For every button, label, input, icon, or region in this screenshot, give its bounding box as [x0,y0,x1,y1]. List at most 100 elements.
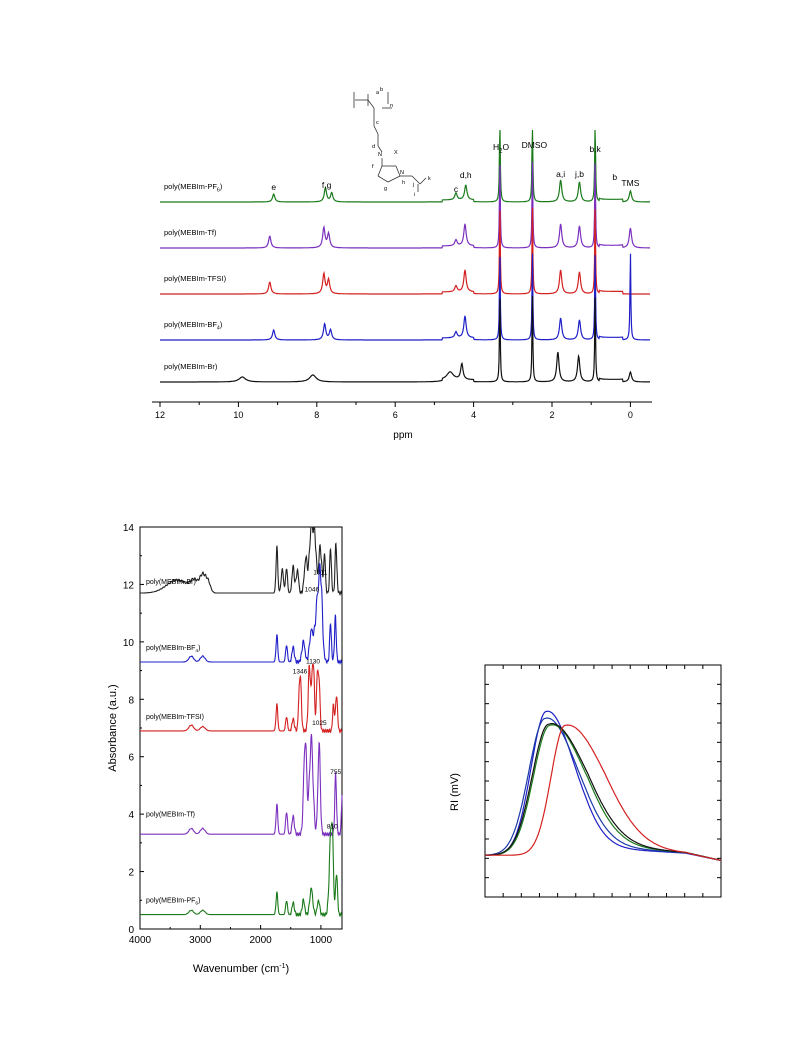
structure-bond [377,145,383,153]
structure-bond [419,177,427,185]
structure-bond [395,165,401,177]
structure-label: N [400,170,404,176]
structure-label: i [414,192,415,198]
nmr-peak-annotation: DMSO [522,140,548,150]
nmr-series-label-main: poly(MEBIm-Br) [164,362,218,371]
nmr-x-tick-label: 12 [155,410,165,420]
ftir-spectrum-line [140,563,343,665]
structure-bond [387,175,401,183]
nmr-peak-annotation: a,i [556,169,565,179]
nmr-peak-annotation-main: DMSO [522,140,548,150]
monomer-structure-diagram: a b n c d f g h ij k N N X [353,87,431,198]
ftir-spectrum-line [140,663,343,734]
nmr-x-tick-label: 8 [314,410,319,420]
ftir-peak-annotation: 810 [327,824,338,831]
structure-label: a [376,90,380,96]
nmr-x-tick-label: 4 [471,410,476,420]
structure-bond [411,175,421,185]
gpc-y-axis-label: RI (mV) [449,773,461,811]
nmr-peak-annotation-end: O [502,142,509,152]
nmr-spectrum-line [160,129,650,203]
ftir-x-tick-label: 1000 [310,935,333,946]
nmr-spectrum-line [160,207,650,295]
ftir-x-axis-label: Wavenumber (cm-1) [193,963,289,975]
structure-bond [373,125,379,135]
structure-label: j [412,182,414,188]
ftir-peak-annotation: 1046 [305,587,320,594]
nmr-spectrum-line [160,295,650,383]
nmr-peak-annotation-main: d,h [460,170,472,180]
structure-label: c [376,120,379,126]
nmr-series-label: poly(MEBIm-TFSI) [164,274,227,283]
nmr-peak-annotation-main: a,i [556,169,565,179]
nmr-peak-annotation: c [454,184,459,194]
gpc-trace-line [485,710,722,862]
ftir-series-label-sub: 6 [195,901,198,907]
nmr-spectrum-line [160,161,650,249]
ftir-peak-annotation: 1025 [312,720,327,727]
nmr-peak-annotation-main: c [454,184,459,194]
ftir-series-label: poly(MEBIm-PF6) [146,898,200,907]
ftir-x-axis-label-sup: -1 [279,963,285,970]
ftir-peak-annotation: 1011 [313,569,327,576]
structure-label: d [372,144,375,150]
nmr-series-label-main: poly(MEBIm-BF [164,320,217,329]
ftir-x-axis-label-end: ) [285,963,289,975]
gpc-trace-line [485,724,722,861]
structure-bond [377,165,383,177]
nmr-series-label-sub: 4 [217,325,220,331]
ftir-series-label: poly(MEBIm-Br) [146,579,196,586]
nmr-series-label: poly(MEBIm-BF4) [164,320,223,331]
nmr-peak-annotation: f,g [322,180,332,190]
gpc-trace-line [484,717,722,862]
nmr-peak-annotation-main: j,b [574,169,584,179]
ftir-y-tick-label: 10 [123,638,135,649]
nmr-peak-annotation: j,b [574,169,584,179]
ftir-series-label-sub: 4 [195,648,198,654]
ftir-series-label-main: poly(MEBIm-PF [146,898,195,905]
nmr-series-label: poly(MEBIm-Br) [164,362,218,371]
ftir-spectrum-line [140,821,343,918]
ftir-spectra-chart: poly(MEBIm-Br) poly(MEBIm-BF4) poly(MEBIm-… [107,523,343,975]
structure-label: f [372,164,374,170]
ftir-peak-annotation: 755 [330,769,341,776]
nmr-x-tick-label: 6 [393,410,398,420]
gpc-trace-chart: RI (mV) [449,664,722,898]
structure-label: N [378,152,382,158]
nmr-peak-annotation-main: f,g [322,180,332,190]
nmr-peak-annotation-main: H [493,142,499,152]
gpc-trace-line [484,723,722,862]
nmr-series-label: poly(MEBIm-Tf) [164,228,217,237]
ftir-series-label-end: ) [198,898,200,905]
ftir-peak-annotation: 1130 [306,658,320,665]
structure-label: g [384,186,387,192]
ftir-x-axis-label-main: Wavenumber (cm [193,963,279,975]
ftir-series-label: poly(MEBIm-TFSI) [146,714,204,721]
ftir-x-tick-label: 3000 [189,935,212,946]
nmr-x-tick-label: 0 [628,410,633,420]
gpc-plot-frame [484,664,722,898]
nmr-x-axis-label: ppm [393,430,412,441]
nmr-peak-annotation-main: b [612,172,617,182]
nmr-spectrum-line [160,253,650,341]
structure-label: h [402,180,405,186]
ftir-series-label: poly(MEBIm-BF4) [146,645,200,654]
ftir-y-tick-label: 0 [128,925,134,936]
ftir-y-tick-label: 12 [123,580,135,591]
nmr-peak-annotation: b [612,172,617,182]
structure-label: b [380,87,383,93]
nmr-series-label-main: poly(MEBIm-TFSI) [164,274,227,283]
ftir-y-tick-label: 14 [123,523,135,534]
ftir-peak-annotation: 1346 [293,668,308,675]
ftir-series-label-end: ) [198,645,200,652]
structure-bond [367,99,375,109]
nmr-peak-annotation-sub: 2 [499,149,502,155]
nmr-series-label-main: poly(MEBIm-PF [164,182,217,191]
ftir-series-label-main: poly(MEBIm-Br) [146,579,196,586]
ftir-x-tick-label: 4000 [129,935,152,946]
structure-label: n [390,103,393,109]
structure-label: X [394,150,398,156]
nmr-series-label-end: ) [220,182,223,191]
